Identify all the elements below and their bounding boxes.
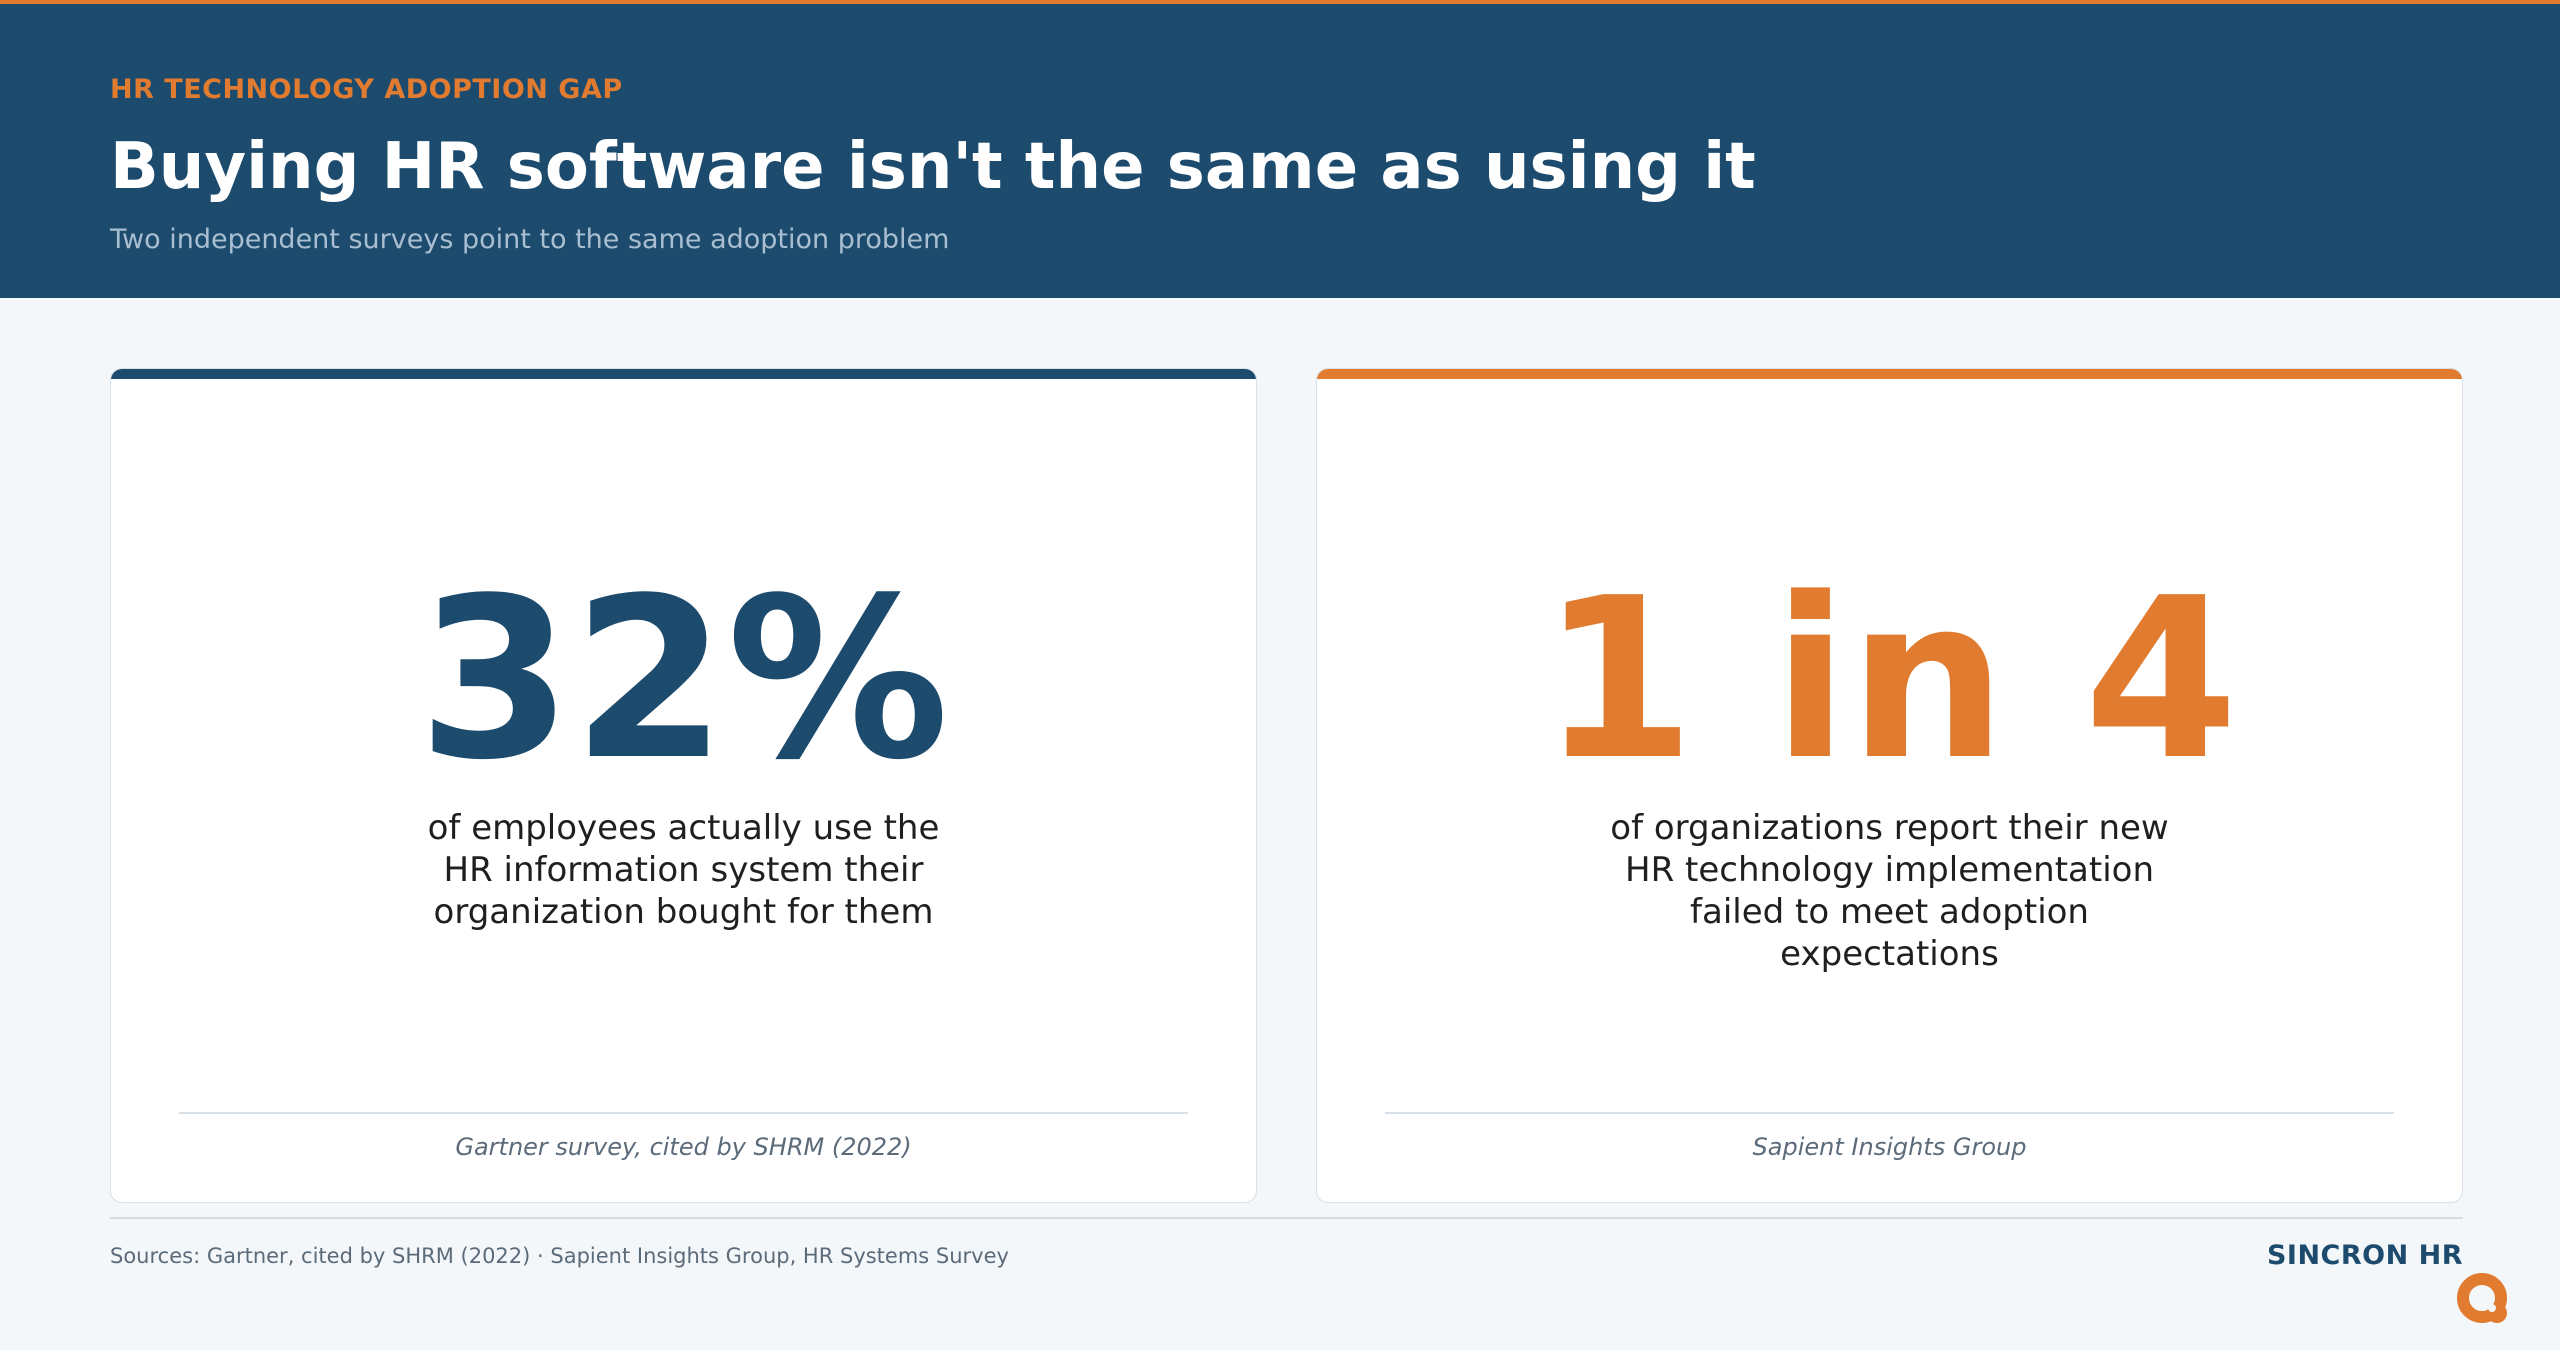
stat-card-organizations: 1 in 4 of organizations report their new…	[1316, 368, 2463, 1203]
stat-description: of employees actually use the HR informa…	[427, 808, 940, 932]
footer-sources: Sources: Gartner, cited by SHRM (2022) ·…	[110, 1244, 1009, 1268]
eyebrow-label: HR TECHNOLOGY ADOPTION GAP	[110, 74, 623, 105]
stat-card-employees: 32% of employees actually use the HR inf…	[110, 368, 1257, 1203]
card-divider	[179, 1112, 1188, 1114]
footer-divider	[110, 1217, 2463, 1219]
brand-name: SINCRON HR	[2266, 1240, 2463, 1271]
stat-description: of organizations report their new HR tec…	[1610, 808, 2169, 974]
stat-value: 32%	[417, 551, 950, 809]
stat-source: Gartner survey, cited by SHRM (2022)	[455, 1133, 912, 1161]
card-divider	[1385, 1112, 2394, 1114]
card-accent-bar	[1317, 369, 2462, 379]
page-subtitle: Two independent surveys point to the sam…	[110, 224, 950, 255]
stat-source: Sapient Insights Group	[1752, 1133, 2027, 1161]
page-title: Buying HR software isn't the same as usi…	[110, 130, 1756, 204]
stat-value: 1 in 4	[1540, 551, 2239, 809]
header-band: HR TECHNOLOGY ADOPTION GAP Buying HR sof…	[0, 0, 2560, 298]
sincron-logo-icon	[2457, 1273, 2507, 1323]
card-accent-bar	[111, 369, 1256, 379]
